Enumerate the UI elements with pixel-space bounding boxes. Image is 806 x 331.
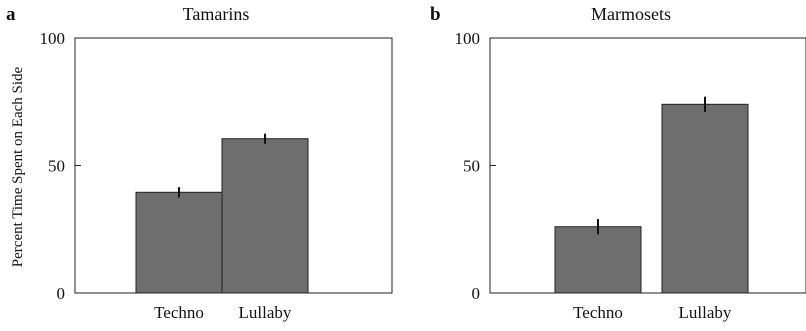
panel-a-bar-lullaby: [222, 139, 308, 293]
panel-b-plot-area: 0 50 100 Techno Lullaby: [455, 29, 806, 322]
panel-b-bar-lullaby: [662, 104, 748, 293]
panel-a-category-label-techno: Techno: [154, 303, 204, 322]
panel-b-y-tick-label-50: 50: [463, 157, 480, 176]
panel-b-y-tick-label-0: 0: [472, 284, 481, 303]
panel-a: a Tamarins Percent Time Spent on Each Si…: [6, 4, 392, 322]
panel-a-y-tick-label-100: 100: [40, 29, 66, 48]
panel-b-letter: b: [430, 4, 441, 25]
panel-a-y-tick-label-50: 50: [48, 157, 65, 176]
panel-a-y-tick-label-0: 0: [57, 284, 66, 303]
panel-b-category-label-lullaby: Lullaby: [679, 303, 732, 322]
panel-a-y-axis-label: Percent Time Spent on Each Side: [10, 66, 26, 267]
panel-a-title: Tamarins: [183, 4, 250, 24]
panel-b-title: Marmosets: [591, 4, 671, 24]
panel-b: b Marmosets 0 50 100 Techno Lullaby: [430, 4, 806, 322]
panel-b-plot-frame: [490, 38, 806, 293]
panel-b-category-label-techno: Techno: [573, 303, 623, 322]
panel-a-category-label-lullaby: Lullaby: [239, 303, 292, 322]
panel-a-bar-techno: [136, 192, 222, 293]
panel-b-bar-techno: [555, 227, 641, 293]
panel-b-y-tick-label-100: 100: [455, 29, 481, 48]
panel-a-letter: a: [6, 4, 16, 25]
panel-a-plot-area: 0 50 100 Techno Lullaby: [40, 29, 393, 322]
